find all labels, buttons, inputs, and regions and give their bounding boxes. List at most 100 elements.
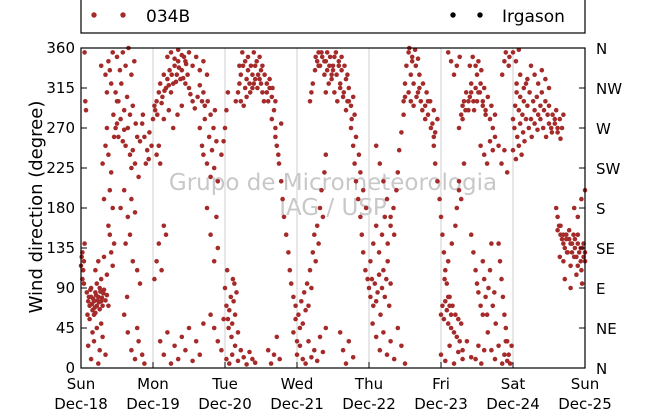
point-034b-460 [376,250,382,255]
point-034b-376 [312,67,318,73]
point-034b-749 [479,361,484,366]
point-034b-757 [480,312,486,318]
point-034b-620 [489,347,494,353]
point-034b-306 [238,99,244,104]
point-034b-535 [440,303,445,309]
point-034b-104 [133,121,138,126]
point-034b-484 [381,179,386,184]
point-034b-29 [93,292,99,298]
point-034b-635 [506,63,512,69]
point-034b-522 [431,143,437,149]
point-034b-119 [130,259,136,264]
point-034b-204 [157,339,163,344]
point-034b-526 [438,214,444,220]
point-034b-59 [97,347,102,353]
point-034b-5 [82,241,87,246]
point-034b-750 [481,347,487,353]
legend: 034B Irgason [80,0,586,34]
point-034b-327 [288,281,294,286]
point-034b-209 [175,356,181,362]
y-tick-label-3: 135 [46,239,75,257]
point-034b-78 [104,90,110,95]
point-034b-626 [504,358,510,364]
point-034b-282 [247,90,253,95]
point-034b-402 [322,59,327,64]
point-034b-261 [224,267,230,273]
point-034b-316 [267,76,272,82]
x-tick-day-1: Mon [137,375,169,393]
point-034b-458 [371,241,376,246]
point-034b-452 [382,294,388,300]
point-034b-543 [451,330,457,335]
point-034b-188 [201,59,206,64]
point-034b-717 [578,259,583,264]
point-034b-124 [129,347,134,353]
point-034b-346 [301,290,307,295]
point-034b-752 [471,250,476,255]
point-034b-242 [221,316,226,322]
point-034b-411 [323,90,329,95]
point-034b-387 [332,54,337,60]
point-034b-39 [93,310,98,316]
point-034b-31 [96,299,102,305]
point-034b-523 [432,161,438,166]
point-034b-12 [85,299,91,304]
point-034b-323 [281,214,287,220]
point-034b-408 [339,54,344,60]
compass-label-n-8: N [596,40,607,58]
point-034b-533 [448,312,454,318]
point-034b-766 [503,325,509,331]
point-034b-502 [425,112,431,117]
point-034b-445 [372,281,378,286]
point-034b-565 [448,59,454,64]
point-034b-322 [280,196,285,202]
point-034b-505 [431,107,437,113]
point-034b-72 [101,196,107,202]
point-034b-564 [445,50,451,55]
point-034b-44 [106,303,111,309]
point-034b-597 [480,103,486,109]
point-034b-447 [375,290,380,295]
point-034b-675 [540,125,546,131]
point-034b-509 [408,99,414,104]
point-034b-557 [443,358,448,364]
point-034b-497 [417,72,422,77]
point-034b-662 [557,116,563,122]
point-034b-196 [175,112,180,117]
point-034b-64 [98,321,104,326]
point-034b-60 [100,334,105,340]
point-034b-340 [293,316,298,322]
point-034b-607 [487,139,493,144]
point-034b-665 [512,125,517,131]
point-034b-409 [342,63,347,69]
point-034b-397 [350,94,356,100]
point-034b-350 [307,267,313,273]
point-034b-464 [388,223,393,229]
point-034b-67 [104,125,110,131]
point-034b-268 [238,347,244,353]
point-034b-77 [110,50,115,55]
point-034b-747 [473,356,478,362]
point-034b-495 [413,63,419,69]
point-034b-186 [193,54,199,60]
x-tick-day-2: Tue [211,375,238,393]
point-034b-91 [127,152,133,157]
point-034b-53 [106,223,111,229]
point-034b-438 [343,361,349,366]
point-034b-311 [252,76,258,82]
point-034b-83 [113,125,118,131]
x-tick-day-3: Wed [281,375,314,393]
point-034b-407 [336,59,342,64]
point-034b-701 [555,214,560,220]
point-034b-168 [176,65,182,70]
point-034b-120 [134,267,140,273]
point-034b-214 [193,339,199,344]
point-034b-1 [79,254,84,260]
point-034b-343 [297,325,303,331]
point-034b-655 [545,112,550,117]
x-tick-day-4: Thu [354,375,383,393]
point-034b-745 [579,196,584,202]
point-034b-262 [230,276,236,282]
point-034b-93 [130,147,136,153]
point-034b-290 [262,72,267,77]
